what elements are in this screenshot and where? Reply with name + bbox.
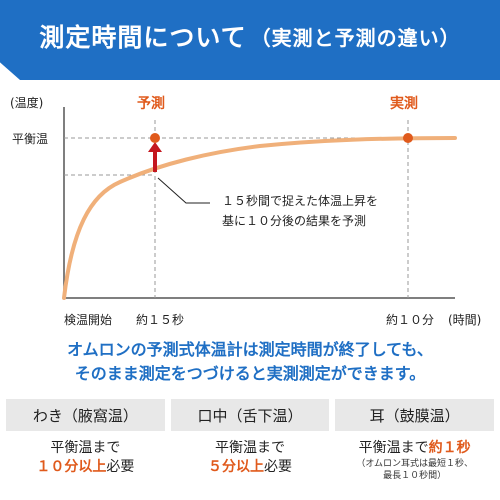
card-duration: ５分以上必要 — [171, 458, 330, 477]
chart-svg — [62, 107, 457, 300]
page-title: 測定時間について （実測と予測の違い） — [0, 0, 500, 72]
card-body: 平衡温まで ５分以上必要 — [171, 431, 330, 477]
annotation-line-1: １５秒間で捉えた体温上昇を — [222, 194, 379, 208]
card-suffix: 必要 — [106, 459, 135, 475]
y-axis-label: (温度) — [10, 96, 44, 110]
actual-marker — [403, 133, 413, 143]
card-body: 平衡温まで １０分以上必要 — [6, 431, 165, 477]
card-note-1: （オムロン耳式は最短１秒、 — [356, 459, 474, 469]
temperature-chart: (温度) 予測 実測 平衡温 １５秒間で捉えた体温上昇を 基に１０分後の結果を予… — [0, 80, 500, 340]
header-banner — [0, 0, 500, 80]
annotation-leader — [157, 177, 210, 204]
prediction-marker — [150, 133, 160, 143]
card-title: 耳（鼓膜温） — [335, 399, 495, 431]
card-highlight: １０分以上 — [36, 459, 107, 475]
card-duration: １０分以上必要 — [6, 458, 165, 477]
card-line: 平衡温まで — [358, 440, 429, 456]
card-title: 口中（舌下温） — [170, 399, 330, 431]
title-text: 測定時間について — [39, 23, 247, 52]
message-line-2: そのまま測定をつづけると実測測定ができます。 — [74, 364, 426, 383]
card-suffix: 必要 — [264, 459, 292, 475]
card-armpit: わき（腋窩温） 平衡温まで １０分以上必要 — [6, 399, 165, 500]
actual-label: 実測 — [390, 96, 418, 112]
prediction-arrow-head — [148, 142, 162, 152]
prediction-label: 予測 — [137, 96, 165, 112]
card-line: 平衡温まで — [50, 440, 121, 456]
x-tick-10min: 約１０分 — [386, 313, 435, 327]
temperature-curve — [62, 136, 457, 300]
message-line-1: オムロンの予測式体温計は測定時間が終了しても、 — [67, 340, 433, 359]
measurement-cards: わき（腋窩温） 平衡温まで １０分以上必要 口中（舌下温） 平衡温まで ５分以上… — [6, 399, 495, 500]
x-tick-15s: 約１５秒 — [136, 313, 185, 327]
x-tick-start: 検温開始 — [64, 313, 113, 327]
card-line: 平衡温まで — [215, 440, 285, 456]
info-message: オムロンの予測式体温計は測定時間が終了しても、 そのまま測定をつづけると実測測定… — [0, 338, 500, 386]
title-subtitle: （実測と予測の違い） — [250, 25, 461, 50]
card-title: わき（腋窩温） — [6, 399, 165, 431]
equilibrium-label: 平衡温 — [12, 132, 49, 146]
annotation-line-2: 基に１０分後の結果を予測 — [222, 214, 367, 228]
card-oral: 口中（舌下温） 平衡温まで ５分以上必要 — [170, 399, 330, 500]
card-highlight: ５分以上 — [208, 459, 264, 475]
card-note-2: 最長１０秒間） — [383, 471, 447, 481]
card-line-with-highlight: 平衡温まで約１秒 — [335, 439, 494, 458]
x-axis-label: (時間) — [448, 313, 482, 327]
card-body: 平衡温まで約１秒 （オムロン耳式は最短１秒、 最長１０秒間） — [335, 431, 494, 482]
card-highlight: 約１秒 — [428, 440, 471, 456]
card-ear: 耳（鼓膜温） 平衡温まで約１秒 （オムロン耳式は最短１秒、 最長１０秒間） — [335, 399, 495, 500]
